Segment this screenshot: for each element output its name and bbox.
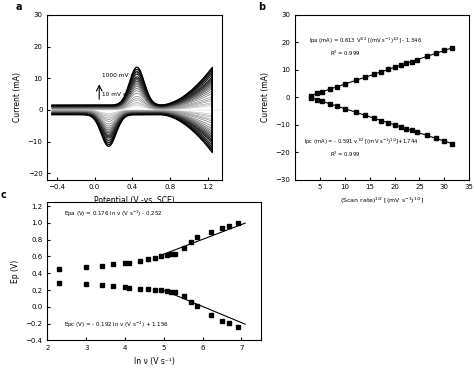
Text: b: b — [258, 2, 265, 12]
Text: 1000 mV s⁻¹: 1000 mV s⁻¹ — [102, 73, 139, 78]
Text: Epc (V) = - 0.192 ln v (V s$^{-1}$) + 1.156: Epc (V) = - 0.192 ln v (V s$^{-1}$) + 1.… — [64, 319, 169, 330]
X-axis label: Potential (V ­vs. SCE): Potential (V ­vs. SCE) — [94, 196, 175, 205]
Y-axis label: Ep (V): Ep (V) — [11, 260, 20, 283]
Text: c: c — [0, 190, 6, 200]
Y-axis label: Current (mA): Current (mA) — [261, 72, 270, 122]
Y-axis label: Current (mA): Current (mA) — [13, 72, 22, 122]
Text: Ipa (mA) = 0.613 V$^{1/2}$ [(mV s$^{-1}$)$^{1/2}$] - 1.346: Ipa (mA) = 0.613 V$^{1/2}$ [(mV s$^{-1}$… — [309, 36, 422, 46]
Text: Ipc (mA) = - 0.591 v$^{1/2}$ [(mV s$^{-1}$)$^{1/2}$]+1.744: Ipc (mA) = - 0.591 v$^{1/2}$ [(mV s$^{-1… — [304, 136, 418, 147]
Text: 10 mV s⁻¹: 10 mV s⁻¹ — [102, 92, 131, 96]
Text: R$^2$ = 0.999: R$^2$ = 0.999 — [330, 149, 360, 159]
Text: Epa (V) = 0.176 ln v (V s$^{-1}$) - 0.252: Epa (V) = 0.176 ln v (V s$^{-1}$) - 0.25… — [64, 209, 163, 219]
X-axis label: ln ν (V s⁻¹): ln ν (V s⁻¹) — [134, 357, 174, 366]
Text: R$^2$ = 0.999: R$^2$ = 0.999 — [330, 49, 360, 58]
X-axis label: (Scan rate)$^{1/2}$ [(mV s$^{-1}$)$^{1/2}$]: (Scan rate)$^{1/2}$ [(mV s$^{-1}$)$^{1/2… — [340, 196, 424, 206]
Text: a: a — [16, 2, 23, 12]
